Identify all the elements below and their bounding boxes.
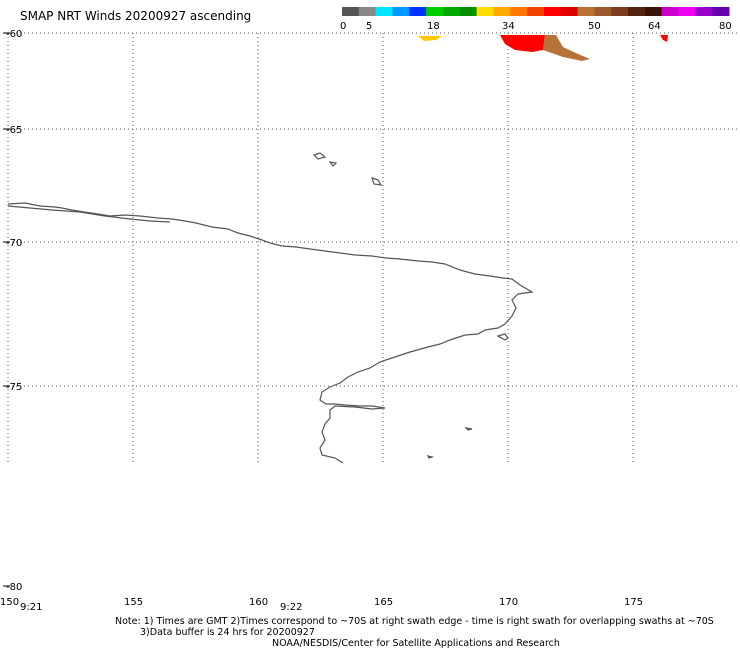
lat-label: -75 [6, 382, 22, 393]
lat-label: -70 [6, 238, 22, 249]
colorbar-segment [695, 7, 713, 16]
colorbar-segment [577, 7, 595, 16]
longitude-labels: 150 155 160 165 170 175 [0, 597, 643, 608]
colorbar-tick-label: 80 [719, 21, 732, 32]
colorbar-segment [409, 7, 427, 16]
colorbar-tick-label: 50 [588, 21, 601, 32]
lon-label: 160 [249, 597, 268, 608]
swath-times: 9:21 9:22 [20, 602, 302, 613]
map-grid [7, 32, 740, 465]
colorbar-segment [442, 7, 461, 16]
colorbar-tick-label: 0 [340, 21, 346, 32]
lat-ticks [3, 32, 10, 587]
colorbar-tick-label: 64 [648, 21, 661, 32]
lon-label: 175 [624, 597, 643, 608]
lon-label: 155 [124, 597, 143, 608]
swath-time: 9:22 [280, 602, 302, 613]
colorbar-tick-label: 18 [427, 21, 440, 32]
colorbar-segment [375, 7, 393, 16]
map-title: SMAP NRT Winds 20200927 ascending [20, 9, 252, 23]
note-line-3: NOAA/NESDIS/Center for Satellite Applica… [272, 638, 560, 649]
colorbar-segment [459, 7, 478, 16]
lon-label: 165 [374, 597, 393, 608]
colorbar-segment [560, 7, 579, 16]
colorbar-segment [611, 7, 629, 16]
colorbar-segment [493, 7, 511, 16]
lat-label: -80 [6, 582, 22, 593]
colorbar-segment [527, 7, 545, 16]
colorbar-segment [476, 7, 494, 16]
colorbar-segment [678, 7, 696, 16]
colorbar-segment [712, 7, 730, 16]
antarctic-coastline [7, 152, 534, 464]
note-line-2: 3)Data buffer is 24 hrs for 20200927 [140, 627, 315, 638]
latitude-labels: -60 -65 -70 -75 -80 [6, 29, 22, 593]
colorbar-segment [358, 7, 377, 16]
lon-label: 170 [499, 597, 518, 608]
colorbar-segment [392, 7, 410, 16]
colorbar-segment [342, 7, 360, 16]
note-line-1: Note: 1) Times are GMT 2)Times correspon… [115, 616, 714, 627]
colorbar-segment [426, 7, 444, 16]
lat-label: -60 [6, 29, 22, 40]
colorbar-segment [644, 7, 663, 16]
wind-speed-colorbar: 0 5 18 34 50 64 80 [340, 7, 732, 32]
lat-label: -65 [6, 125, 22, 136]
colorbar-segment [628, 7, 646, 16]
wind-swath [418, 35, 668, 61]
lon-label: 150 [0, 597, 19, 608]
colorbar-tick-label: 34 [502, 21, 515, 32]
colorbar-tick-label: 5 [366, 21, 372, 32]
swath-time: 9:21 [20, 602, 42, 613]
colorbar-segment [661, 7, 680, 16]
colorbar-segment [510, 7, 528, 16]
colorbar-segment [543, 7, 562, 16]
colorbar-segment [594, 7, 612, 16]
